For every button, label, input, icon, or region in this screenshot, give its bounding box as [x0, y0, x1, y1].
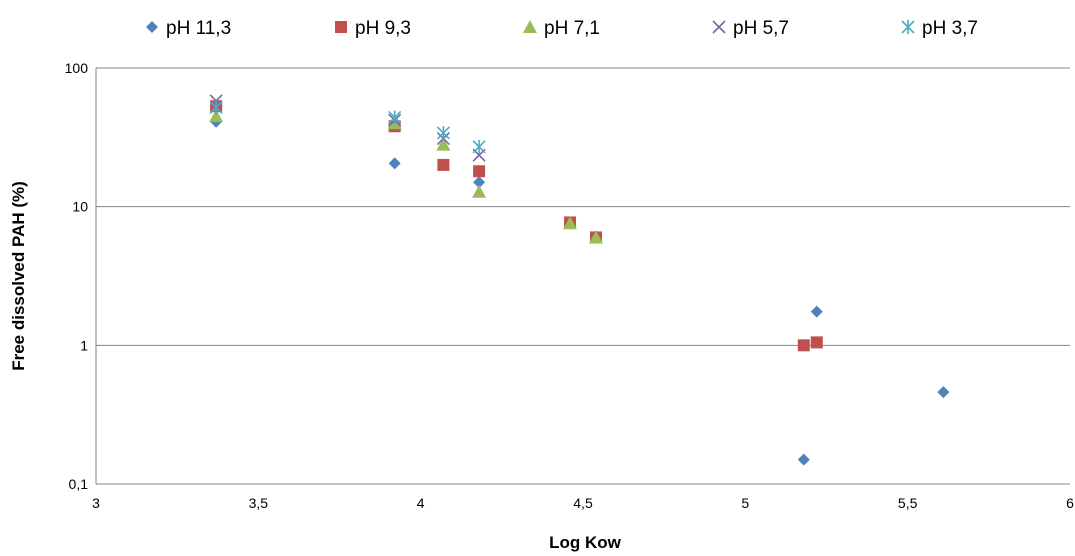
y-tick-label: 100: [65, 60, 89, 76]
gridlines: [96, 68, 1070, 345]
y-tick-label: 1: [80, 337, 88, 353]
y-axis-title: Free dissolved PAH (%): [9, 181, 28, 371]
y-tick-label: 0,1: [69, 476, 89, 492]
legend-item: pH 9,3: [335, 18, 411, 39]
legend-item: pH 5,7: [713, 18, 789, 39]
legend-item: pH 7,1: [523, 18, 600, 39]
legend-marker: [146, 21, 158, 33]
y-tick-label: 10: [72, 199, 88, 215]
data-point: [798, 339, 810, 351]
legend-label: pH 3,7: [922, 18, 978, 39]
x-axis-title: Log Kow: [549, 533, 622, 552]
data-point: [437, 126, 449, 140]
y-tick-labels: 0,1 1 10 100: [65, 60, 89, 492]
x-tick-label: 5,5: [898, 495, 918, 511]
legend-marker: [523, 20, 537, 33]
data-points: [209, 95, 949, 466]
data-point: [437, 159, 449, 171]
legend-label: pH 7,1: [544, 18, 600, 39]
data-point: [473, 140, 485, 154]
data-point: [937, 386, 949, 398]
x-tick-label: 3,5: [249, 495, 269, 511]
legend-label: pH 9,3: [355, 18, 411, 39]
data-point: [811, 336, 823, 348]
x-tick-label: 3: [92, 495, 100, 511]
x-tick-label: 4,5: [573, 495, 593, 511]
legend-label: pH 11,3: [166, 18, 231, 39]
x-tick-labels: 3 3,5 4 4,5 5 5,5 6: [92, 495, 1074, 511]
legend: pH 11,3 pH 9,3 pH 7,1 pH 5,7 pH 3,7: [146, 18, 978, 39]
legend-item: pH 3,7: [902, 18, 978, 39]
data-point: [798, 454, 810, 466]
data-point: [811, 306, 823, 318]
axes: [96, 68, 1070, 484]
legend-marker: [713, 21, 725, 33]
x-tick-label: 6: [1066, 495, 1074, 511]
data-point: [473, 165, 485, 177]
legend-marker: [335, 21, 347, 33]
x-tick-label: 4: [417, 495, 425, 511]
x-tick-label: 5: [741, 495, 749, 511]
data-point: [389, 110, 401, 124]
legend-label: pH 5,7: [733, 18, 789, 39]
data-point: [472, 185, 486, 198]
legend-marker: [902, 20, 914, 34]
data-point: [389, 157, 401, 169]
legend-item: pH 11,3: [146, 18, 231, 39]
